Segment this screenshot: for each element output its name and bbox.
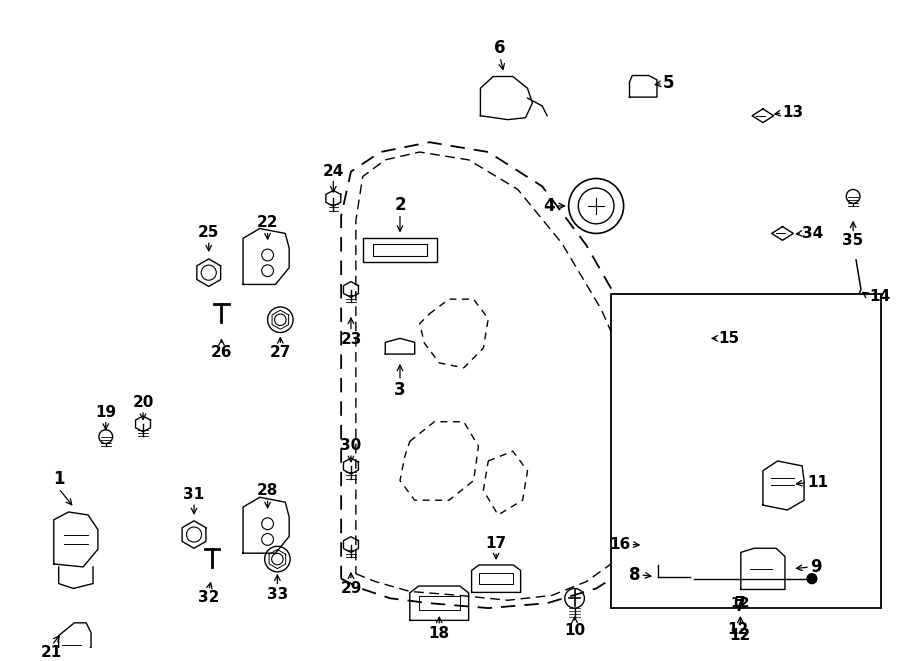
Text: 32: 32 [198,590,220,605]
Text: 20: 20 [132,395,154,410]
Text: 33: 33 [266,586,288,602]
Text: 15: 15 [719,331,740,346]
Text: 30: 30 [340,438,362,453]
Text: 8: 8 [629,566,640,584]
Text: 7: 7 [735,596,745,611]
Bar [611,294,880,608]
Bar [363,239,437,262]
Text: 9: 9 [810,558,822,576]
Bar [479,573,513,584]
Text: 31: 31 [184,487,204,502]
Text: 6: 6 [494,39,506,57]
Text: 7: 7 [735,599,745,613]
Text: 13: 13 [782,105,804,120]
Text: 2: 2 [394,196,406,214]
Text: 16: 16 [609,537,631,552]
Bar [373,244,427,256]
Text: 12: 12 [731,596,750,610]
Text: 26: 26 [211,345,232,360]
Text: 14: 14 [868,289,890,303]
Text: 24: 24 [322,163,344,178]
Text: 27: 27 [270,345,291,360]
Text: 1: 1 [53,471,65,488]
Text: 35: 35 [842,233,864,249]
Text: 22: 22 [256,215,278,231]
Text: 34: 34 [802,226,824,241]
Text: 29: 29 [340,580,362,596]
Text: 28: 28 [256,483,278,498]
Text: 23: 23 [340,332,362,346]
Text: 19: 19 [95,405,116,420]
Text: 25: 25 [198,225,220,241]
Text: 12: 12 [730,628,751,642]
Text: 17: 17 [485,536,507,551]
Text: 11: 11 [807,475,828,490]
Text: 18: 18 [428,626,450,641]
Circle shape [807,574,817,584]
Text: 10: 10 [564,623,585,638]
Text: 5: 5 [662,75,674,93]
Text: 3: 3 [394,381,406,399]
Text: 21: 21 [41,645,62,660]
Text: 4: 4 [544,197,555,215]
Text: 12: 12 [728,622,749,637]
Bar [418,596,460,610]
